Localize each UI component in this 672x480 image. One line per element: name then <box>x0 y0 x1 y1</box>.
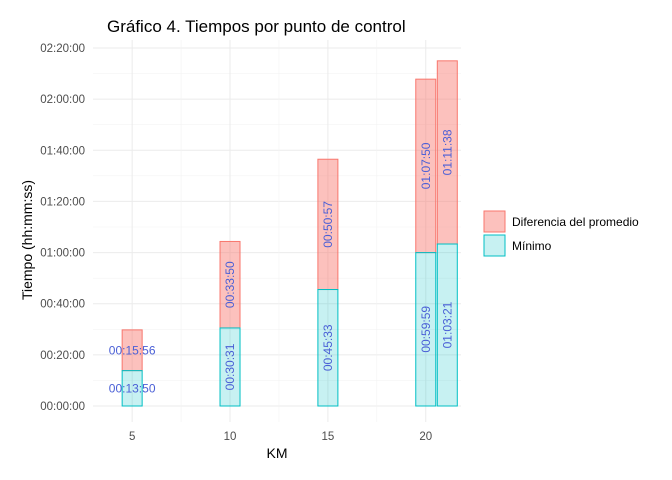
y-tick-label: 01:20:00 <box>40 196 85 208</box>
data-label-diferencia: 01:07:50 <box>419 142 433 189</box>
data-label-diferencia: 01:11:38 <box>440 129 454 175</box>
data-label-diferencia: 00:15:56 <box>109 343 156 357</box>
legend-key-minimo <box>483 234 506 257</box>
x-axis-title: KM <box>267 445 288 461</box>
y-tick-label: 02:20:00 <box>40 43 85 55</box>
x-tick-label: 10 <box>224 431 237 443</box>
y-tick-label: 02:00:00 <box>40 94 85 106</box>
legend: Diferencia del promedio Mínimo <box>483 210 639 257</box>
legend-label-diferencia: Diferencia del promedio <box>512 215 639 229</box>
y-tick-label: 01:40:00 <box>40 145 85 157</box>
legend-key-diferencia <box>483 210 506 233</box>
y-axis-title: Tiempo (hh:mm:ss) <box>19 180 35 300</box>
bar-labels: 00:13:50 00:15:56 00:30:31 00:33:50 00:45:33… <box>109 129 455 395</box>
data-label-minimo: 00:59:59 <box>419 306 433 353</box>
data-label-minimo: 00:13:50 <box>109 381 156 395</box>
grid <box>93 40 461 422</box>
x-tick-label: 15 <box>321 431 334 443</box>
x-tick-label: 5 <box>129 431 135 443</box>
x-tick-label: 20 <box>419 431 432 443</box>
bar-minimo <box>436 243 458 407</box>
data-label-minimo: 01:03:21 <box>440 301 454 348</box>
bar-minimo <box>317 289 339 407</box>
data-label-diferencia: 00:33:50 <box>223 261 237 308</box>
data-label-diferencia: 00:50:57 <box>321 201 335 248</box>
bar-minimo <box>121 370 143 407</box>
bar-minimo <box>219 327 241 407</box>
y-tick-label: 00:20:00 <box>40 350 85 362</box>
chart-title: Gráfico 4. Tiempos por punto de control <box>107 17 406 36</box>
y-tick-labels: 00:00:00 00:20:00 00:40:00 01:00:00 01:20:00… <box>40 43 85 413</box>
x-tick-labels: 5 10 15 20 <box>129 431 432 443</box>
bars <box>121 60 458 407</box>
y-tick-label: 00:40:00 <box>40 299 85 311</box>
y-tick-label: 01:00:00 <box>40 248 85 260</box>
bar-minimo <box>415 252 437 407</box>
y-tick-label: 00:00:00 <box>40 401 85 413</box>
legend-label-minimo: Mínimo <box>512 239 552 253</box>
data-label-minimo: 00:30:31 <box>223 343 237 390</box>
data-label-minimo: 00:45:33 <box>321 324 335 371</box>
